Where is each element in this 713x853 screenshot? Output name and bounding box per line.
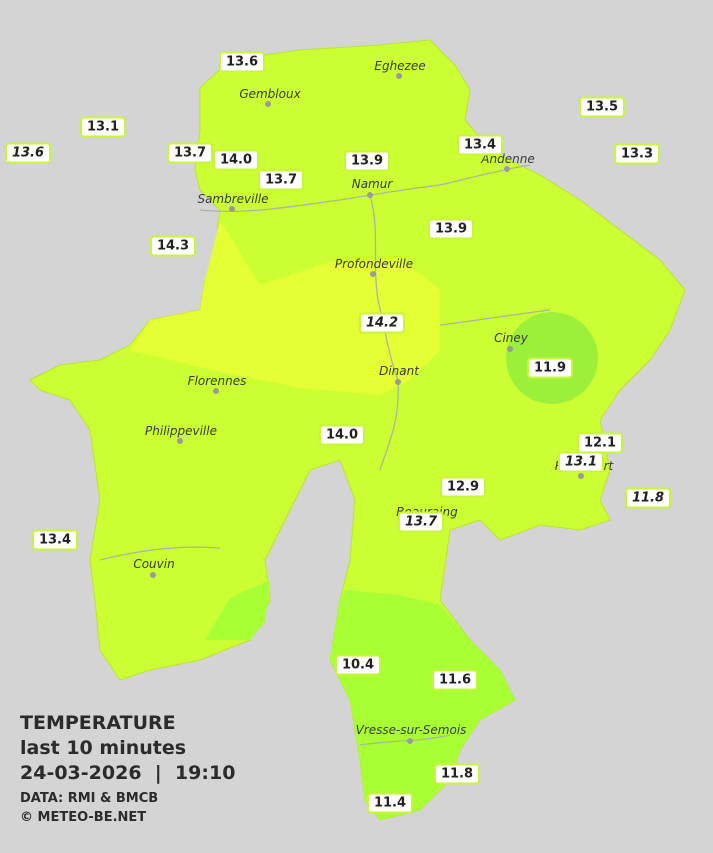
station-reading: 11.4 <box>366 792 414 814</box>
town-dot <box>504 166 510 172</box>
station-reading: 11.8 <box>624 487 672 509</box>
station-reading: 11.8 <box>433 763 481 785</box>
town-dot <box>229 206 235 212</box>
station-reading: 13.7 <box>166 142 214 164</box>
town-dot <box>150 572 156 578</box>
legend-datetime: 24-03-2026 | 19:10 <box>20 762 236 784</box>
town-label: Dinant <box>379 364 419 378</box>
cool-zone <box>205 580 270 640</box>
station-reading: 11.9 <box>526 357 574 379</box>
town-dot <box>507 346 513 352</box>
town-label: Sambreville <box>197 192 269 206</box>
cool-zone <box>330 590 515 820</box>
station-reading: 13.1 <box>557 451 605 473</box>
town-label: Couvin <box>133 557 175 571</box>
station-reading: 12.1 <box>576 432 624 454</box>
station-reading: 13.4 <box>31 529 79 551</box>
town-label: Gembloux <box>239 87 301 101</box>
station-reading: 11.6 <box>431 669 479 691</box>
station-reading: 14.2 <box>358 312 406 334</box>
legend-title: TEMPERATURE <box>20 712 176 734</box>
station-reading: 14.0 <box>318 424 366 446</box>
station-reading: 13.5 <box>578 96 626 118</box>
town-dot <box>370 271 376 277</box>
town-dot <box>395 379 401 385</box>
station-reading: 13.6 <box>218 51 266 73</box>
town-label: Namur <box>351 177 393 191</box>
town-label: Florennes <box>187 374 247 388</box>
legend-source: DATA: RMI & BMCB <box>20 791 159 806</box>
station-reading: 13.9 <box>427 218 475 240</box>
town-dot <box>578 473 584 479</box>
town-label: Profondeville <box>334 257 414 271</box>
town-label: Vresse-sur-Semois <box>355 723 467 737</box>
station-reading: 13.7 <box>257 169 305 191</box>
legend-credit: © METEO-BE.NET <box>20 810 147 825</box>
rivers <box>99 164 551 746</box>
station-reading: 14.0 <box>212 149 260 171</box>
river <box>359 734 451 746</box>
station-reading: 13.7 <box>397 511 445 533</box>
station-reading: 13.6 <box>4 142 52 164</box>
station-reading: 13.4 <box>456 134 504 156</box>
town-dot <box>396 73 402 79</box>
station-reading: 14.3 <box>149 235 197 257</box>
warm-zone <box>130 220 440 395</box>
town-label: Ciney <box>494 331 528 345</box>
town-dot <box>177 438 183 444</box>
river <box>439 309 551 326</box>
river <box>369 194 399 471</box>
town-label: Andenne <box>481 152 535 166</box>
station-reading: 12.9 <box>439 476 487 498</box>
station-reading: 13.3 <box>613 143 661 165</box>
station-reading: 13.1 <box>79 116 127 138</box>
legend-subtitle: last 10 minutes <box>20 737 187 759</box>
river <box>199 164 531 212</box>
station-reading: 13.9 <box>343 150 391 172</box>
town-label: Eghezee <box>374 59 426 73</box>
town-dot <box>367 192 373 198</box>
river <box>99 546 221 561</box>
town-dot <box>407 738 413 744</box>
town-label: Philippeville <box>145 424 217 438</box>
town-dot <box>213 388 219 394</box>
station-reading: 10.4 <box>334 654 382 676</box>
town-dot <box>265 101 271 107</box>
